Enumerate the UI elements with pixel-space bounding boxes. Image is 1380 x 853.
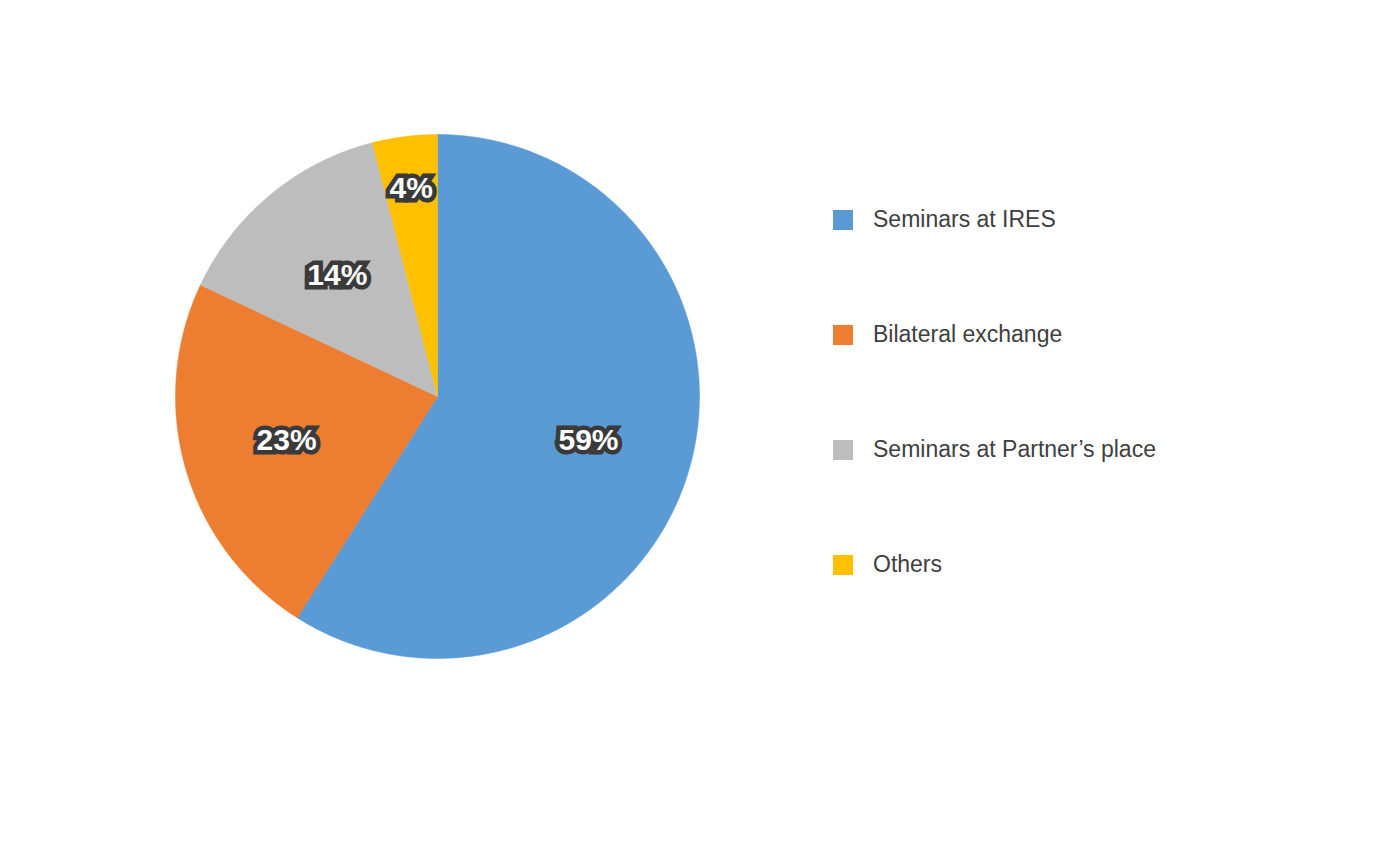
html-text:Seminars at IRES: Seminars at IRES [873,206,1056,232]
svg-text:59%: 59% [558,423,618,456]
html-text:Bilateral exchange: Bilateral exchange [873,321,1063,347]
html-text:Seminars at Partner’s place: Seminars at Partner’s place [873,436,1156,462]
svg-text:14%: 14% [307,258,367,291]
svg-text:4%: 4% [390,171,433,204]
svg-text:23%: 23% [257,423,317,456]
html-text:Others: Others [873,551,942,577]
